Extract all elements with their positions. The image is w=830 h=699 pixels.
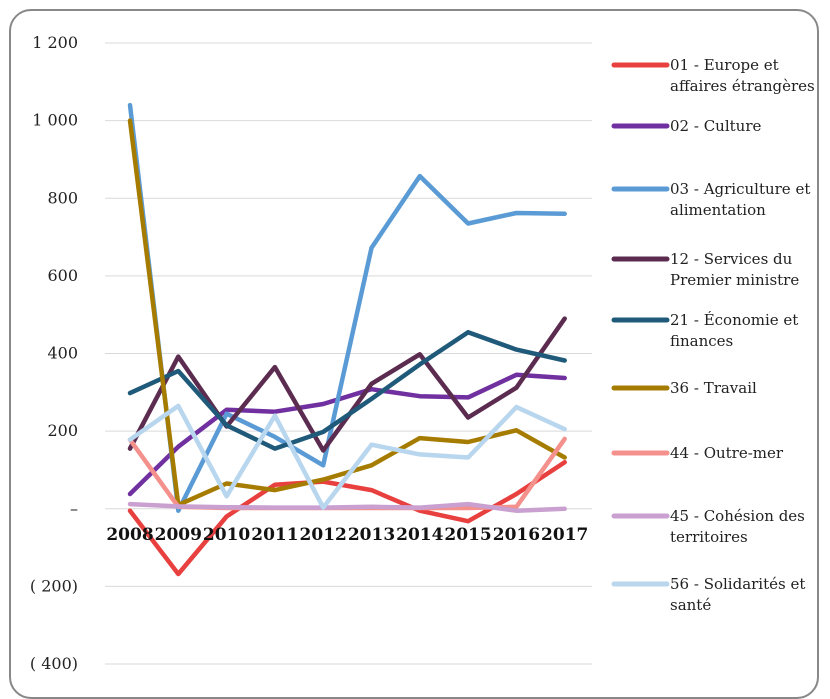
y-tick-label: 200	[47, 421, 78, 440]
y-tick-label: ( 200)	[30, 576, 78, 595]
legend-label: 44 - Outre-mer	[670, 444, 784, 462]
legend-label: 12 - Services du	[670, 250, 793, 268]
y-tick-label: 1 200	[32, 33, 78, 52]
legend-label: finances	[670, 332, 733, 350]
series-lines	[127, 102, 567, 577]
x-tick-label: 2016	[493, 525, 540, 545]
legend-item-0: 01 - Europe et affaires étrangères	[611, 56, 815, 95]
series-line-2	[127, 102, 567, 513]
legend-label: territoires	[670, 528, 748, 546]
x-tick-label: 2011	[251, 525, 298, 545]
x-tick-label: 2010	[203, 525, 250, 545]
y-tick-label: 600	[47, 266, 78, 285]
y-tick-label: 400	[47, 344, 78, 363]
x-tick-label: 2015	[444, 525, 491, 545]
series-line-1	[127, 372, 567, 497]
x-tick-label: 2008	[106, 525, 153, 545]
series-line-7	[127, 501, 567, 513]
legend-label: 36 - Travail	[670, 379, 757, 397]
series-line-8	[127, 403, 567, 510]
legend-label: 01 - Europe et	[670, 56, 779, 74]
legend: 01 - Europe et affaires étrangères 02 - Cu…	[611, 56, 815, 614]
x-tick-label: 2009	[155, 525, 202, 545]
y-tick-label: 1 000	[32, 111, 78, 130]
legend-label: 03 - Agriculture et	[670, 180, 810, 198]
y-tick-label: –	[70, 499, 78, 518]
series-line-5	[127, 118, 567, 508]
legend-item-3: 12 - Services du Premier ministre	[611, 250, 799, 289]
legend-label: 56 - Solidarités et	[670, 575, 805, 593]
y-axis-ticks: 1 200 1 000 800 600 400 200 – ( 200) ( 400)	[30, 33, 78, 673]
legend-item-1: 02 - Culture	[611, 117, 761, 135]
legend-label: alimentation	[670, 201, 766, 219]
x-tick-label: 2017	[541, 525, 588, 545]
gridlines	[105, 42, 592, 665]
legend-item-7: 45 - Cohésion des territoires	[611, 507, 805, 546]
x-tick-label: 2014	[396, 525, 443, 545]
legend-item-4: 21 - Économie et finances	[611, 311, 798, 350]
legend-item-8: 56 - Solidarités et santé	[611, 575, 805, 614]
x-tick-label: 2013	[348, 525, 395, 545]
legend-label: 45 - Cohésion des	[670, 507, 805, 525]
legend-item-2: 03 - Agriculture et alimentation	[611, 180, 810, 219]
y-tick-label: 800	[47, 188, 78, 207]
y-tick-label: ( 400)	[30, 654, 78, 673]
x-tick-label: 2012	[300, 525, 347, 545]
legend-item-5: 36 - Travail	[611, 379, 757, 397]
legend-label: affaires étrangères	[670, 77, 815, 95]
legend-label: santé	[670, 596, 711, 614]
legend-label: Premier ministre	[670, 271, 799, 289]
legend-label: 02 - Culture	[670, 117, 761, 135]
series-line-4	[127, 329, 567, 451]
legend-label: 21 - Économie et	[670, 311, 798, 329]
legend-item-6: 44 - Outre-mer	[611, 444, 784, 462]
x-axis-ticks: 2008 2009 2010 2011 2012 2013 2014 2015 2016 2017	[106, 525, 588, 545]
